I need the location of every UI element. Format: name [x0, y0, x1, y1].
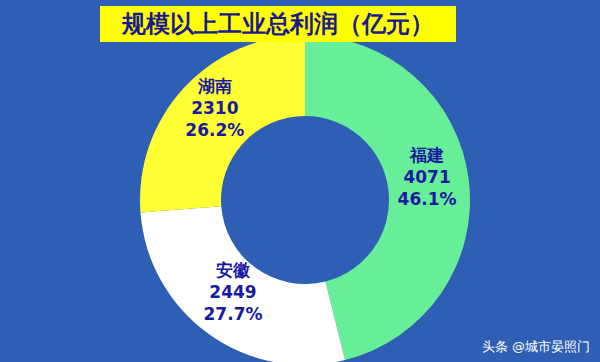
svg-text:福建407146.1%: 福建407146.1% [398, 145, 457, 209]
svg-text:湖南231026.2%: 湖南231026.2% [185, 76, 244, 140]
html-text:规模以上工业总利润（亿元）: 规模以上工业总利润（亿元） [122, 10, 434, 38]
html-text:头条 @城市晏照门: 头条 @城市晏照门 [481, 339, 590, 354]
svg-text:安徽244927.7%: 安徽244927.7% [204, 260, 263, 324]
